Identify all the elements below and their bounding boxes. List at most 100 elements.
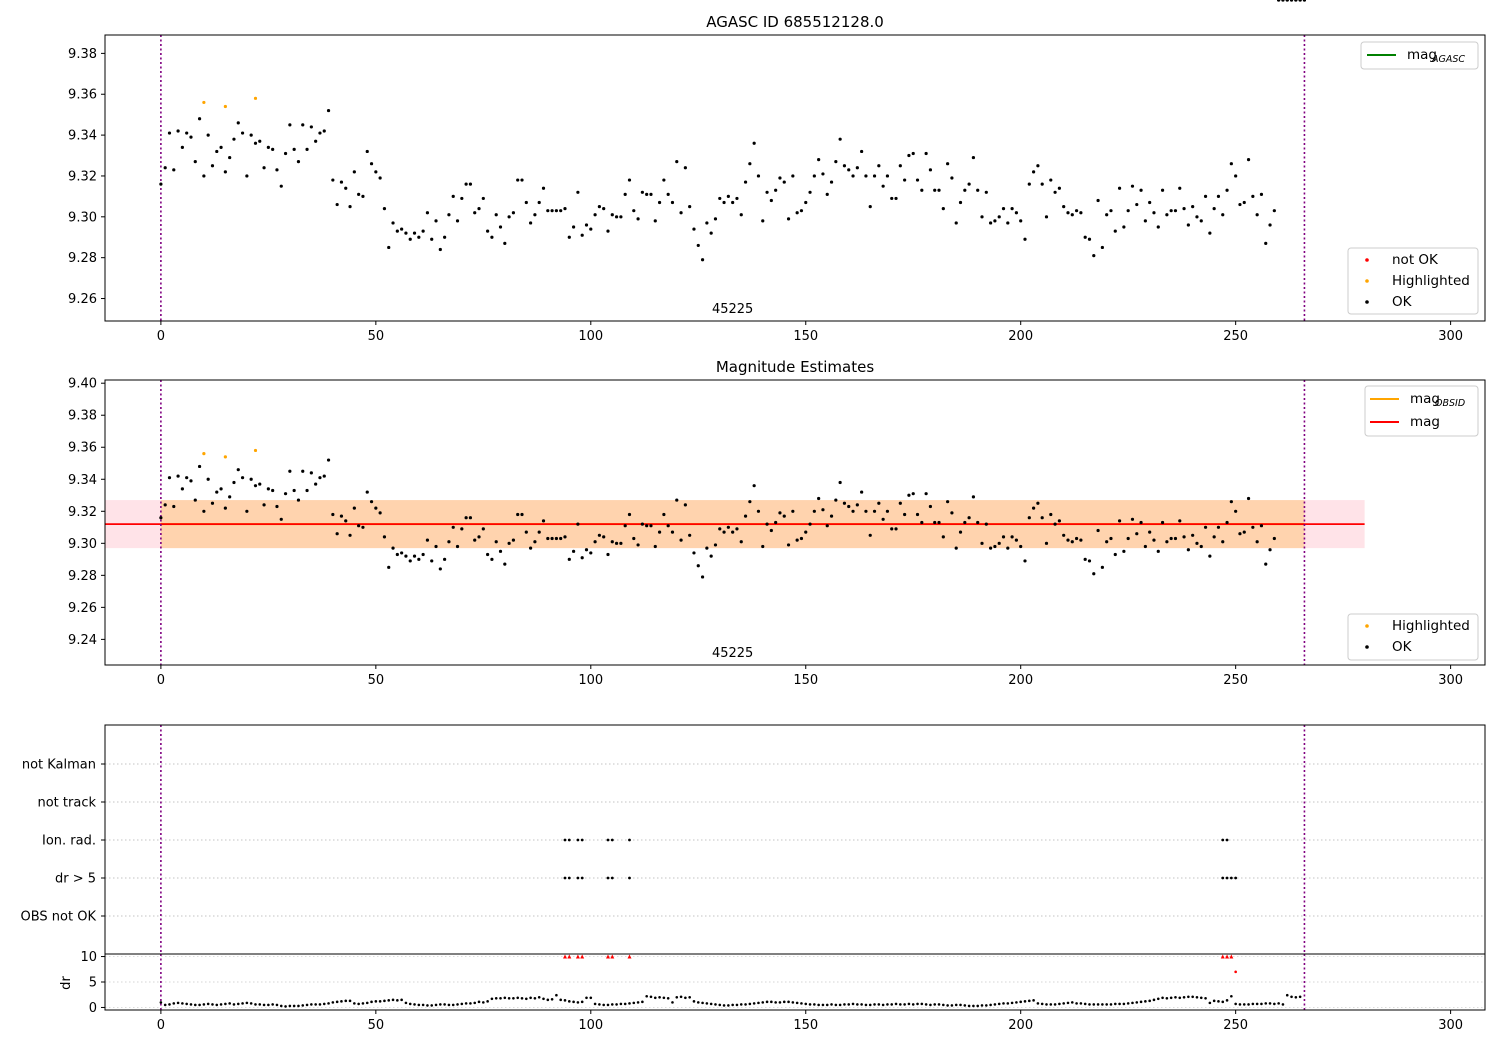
ok-point [301,469,305,473]
ok-point [167,131,172,135]
dr-point [752,1002,756,1005]
ok-point [769,528,773,533]
dr-point [447,1003,451,1007]
ok-point [382,535,387,539]
flag-point [580,876,584,880]
dr-point [1277,1002,1280,1005]
dr-point [387,999,391,1002]
dr-point [181,1002,184,1005]
axes-frame [104,379,1486,666]
dr-point [1290,995,1293,999]
ok-point [847,504,851,509]
dr-point [1255,1002,1259,1006]
dr-point [396,999,399,1002]
ok-point [339,180,344,184]
ok-point [1066,211,1070,215]
dr-point [1208,1001,1212,1005]
ok-point [950,511,954,515]
dr-point [301,1004,305,1007]
ok-point [872,174,877,178]
ok-point [924,151,928,156]
ok-point [739,213,743,217]
ok-point [593,213,597,217]
ok-point [821,172,825,176]
legend-label-not-ok: not OK [1392,252,1439,268]
dr-point [860,1003,863,1006]
dr-point [525,997,528,1001]
dr-point [739,1003,743,1006]
ok-point [1182,535,1186,539]
ok-point [219,145,223,149]
ok-point [189,135,193,139]
dr-point [284,1005,287,1008]
ok-point [1074,209,1079,213]
ok-point [210,501,215,505]
y-tick-label: 9.38 [68,409,97,424]
dr-point [559,998,563,1002]
ok-point [550,536,554,541]
ok-point [954,221,958,225]
dr-point [989,1003,992,1007]
ok-point [842,164,847,168]
dr-point [400,998,403,1002]
dr-point [1285,993,1289,997]
dr-point [1015,1001,1018,1004]
dr-point [942,1003,945,1007]
dr-point [963,1004,967,1007]
ok-point [1199,219,1203,223]
dr-point [1264,1002,1268,1005]
dr-point [327,1002,330,1005]
ok-point [1195,541,1199,545]
y-tick-label: 9.26 [68,292,97,307]
ok-point [180,487,184,491]
dr-point [636,1001,640,1004]
ok-point [1238,202,1242,207]
y-tick-label: 9.30 [68,537,97,552]
dr-point [1032,999,1035,1002]
ok-point [1152,538,1156,542]
ok-point [774,520,778,525]
ok-point [331,512,335,517]
x-tick-label: 50 [368,329,385,344]
ok-point [1001,207,1006,211]
highlighted-point [223,104,227,109]
ok-point [1031,506,1036,510]
ok-point [989,546,993,550]
ok-point [705,221,709,225]
flag-point [567,876,571,880]
y-tick-label: 9.24 [68,633,97,648]
ok-point [868,205,872,209]
ok-point [602,207,606,211]
legend-label-mag: mag [1410,414,1440,430]
ok-point [963,188,967,192]
ok-point [765,522,769,526]
ok-point [326,108,331,113]
ok-point [778,176,782,180]
ok-point [537,200,541,205]
dr-point [619,1002,623,1006]
dr-point [1195,995,1199,999]
ok-point [743,514,748,518]
ok-point [1156,225,1160,229]
ok-point [1199,544,1203,549]
dr-point [804,1002,808,1006]
ok-point [1023,559,1027,563]
ok-point [554,209,559,213]
ok-point [589,227,593,231]
ok-point [318,476,322,480]
ok-point [795,211,799,215]
dr-point [1182,995,1186,999]
dr-point [546,998,550,1002]
ok-point [193,160,197,164]
dr-point [645,994,648,998]
dr-point [335,1000,339,1004]
ok-point [933,520,937,525]
dr-point [997,1002,1001,1006]
ok-point [683,166,687,170]
ok-point [735,196,739,201]
ok-point [937,188,941,192]
dr-point [1199,996,1203,1000]
ok-point [215,149,219,154]
dr-point [972,1004,975,1008]
panel-agasc-plot: 0 50 100 150 200 250 300 9.26 9.28 9.30 9.32 9.34 9.… [68,0,1486,344]
